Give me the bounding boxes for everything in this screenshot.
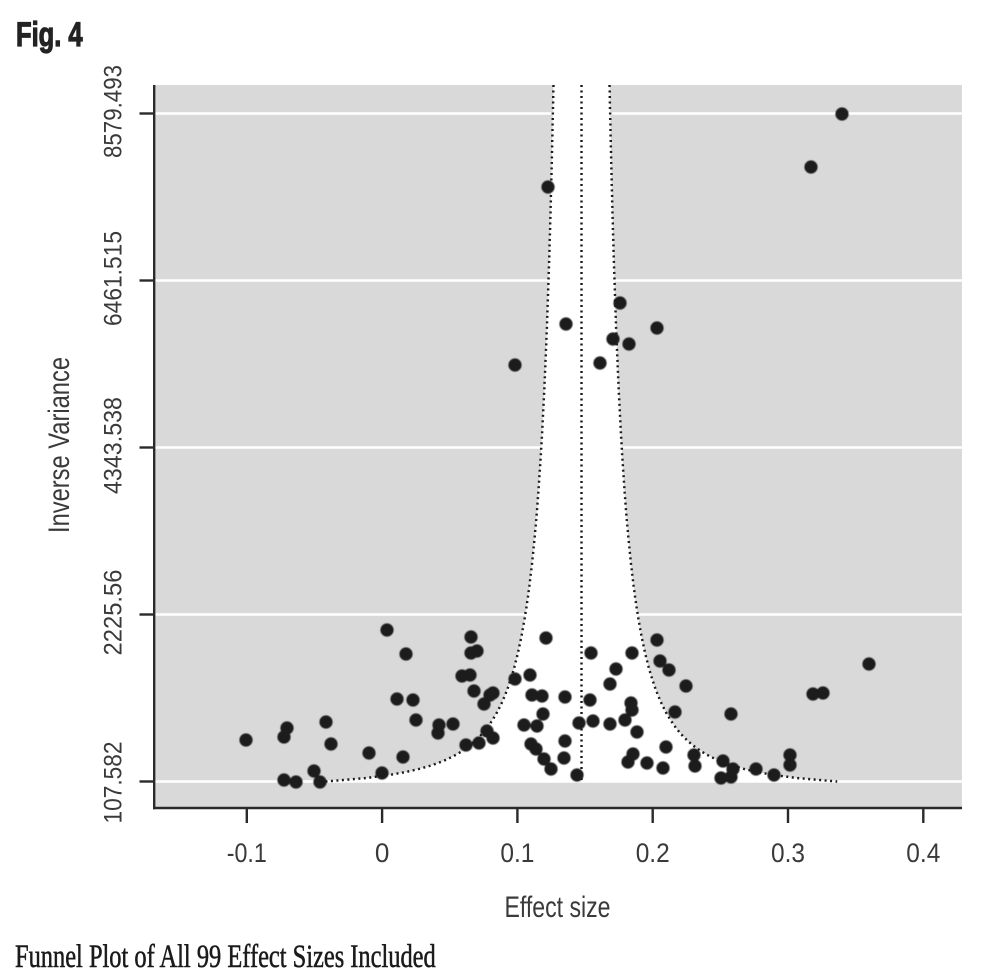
svg-text:6461.515: 6461.515	[100, 231, 128, 326]
svg-text:0.4: 0.4	[906, 838, 940, 868]
svg-text:Effect size: Effect size	[505, 891, 611, 924]
svg-text:4343.538: 4343.538	[100, 397, 128, 494]
svg-text:107.582: 107.582	[100, 742, 128, 824]
svg-text:0: 0	[375, 838, 390, 868]
svg-text:8579.493: 8579.493	[100, 65, 128, 158]
svg-text:-0.1: -0.1	[227, 838, 267, 868]
svg-text:2225.56: 2225.56	[100, 570, 128, 656]
svg-text:Inverse Variance: Inverse Variance	[43, 357, 76, 533]
svg-text:0.2: 0.2	[636, 838, 670, 868]
svg-text:0.3: 0.3	[771, 838, 805, 868]
svg-text:0.1: 0.1	[500, 838, 534, 868]
